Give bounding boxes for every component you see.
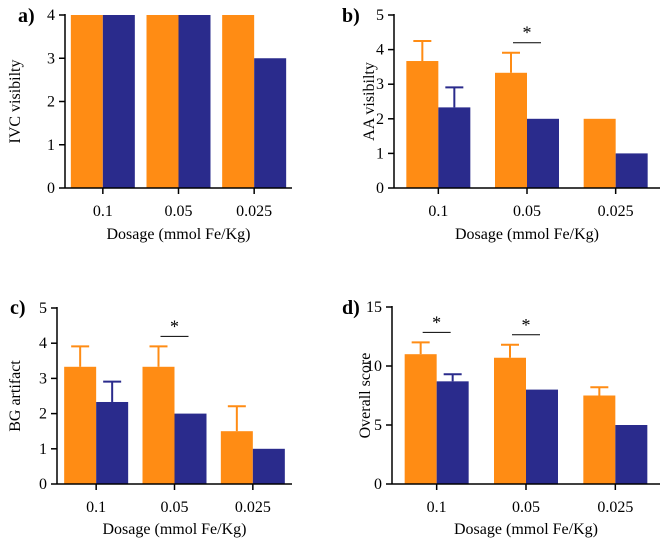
y-tick-label: 0 <box>47 180 55 197</box>
y-tick-label: 2 <box>376 111 384 128</box>
bar-series-b-0.1 <box>436 381 469 484</box>
bar-series-a-0.025 <box>583 395 616 484</box>
y-tick-label: 2 <box>39 406 47 423</box>
x-axis-label: Dosage (mmol Fe/Kg) <box>107 226 251 243</box>
panel-label: a) <box>18 5 35 27</box>
x-axis-label: Dosage (mmol Fe/Kg) <box>103 521 247 538</box>
bar-series-b-0.05 <box>527 118 559 188</box>
significance-star: * <box>523 23 532 43</box>
significance-star: * <box>432 312 441 332</box>
x-tick-label: 0.025 <box>597 499 633 516</box>
bar-series-b-0.025 <box>252 448 285 484</box>
bar-series-b-0.05 <box>526 389 558 484</box>
bar-series-b-0.025 <box>615 153 648 188</box>
bar-series-b-0.1 <box>96 401 129 484</box>
bar-series-b-0.1 <box>102 15 135 188</box>
panel-c: c) * 0 1 2 3 4 5 0.1 0.05 0.025 Dosage (mmol Fe/Kg)… <box>7 297 292 538</box>
bar-series-b-0.05 <box>178 15 211 188</box>
bar-series-b-0.025 <box>615 425 648 484</box>
y-tick-label: 0 <box>374 476 382 493</box>
y-tick-label: 15 <box>366 299 382 316</box>
y-tick-label: 1 <box>376 145 384 162</box>
y-tick-label: 0 <box>39 476 47 493</box>
x-tick-label: 0.05 <box>513 203 541 220</box>
bar-series-a-0.05 <box>142 366 175 484</box>
y-tick-label: 4 <box>39 335 47 352</box>
bar-series-a-0.025 <box>222 15 255 188</box>
y-axis-label: AA visibilty <box>361 62 378 141</box>
bar-series-a-0.1 <box>404 354 437 484</box>
y-tick-label: 5 <box>39 300 47 317</box>
x-tick-label: 0.1 <box>428 203 448 220</box>
y-tick-label: 5 <box>376 7 384 24</box>
bar-series-b-0.05 <box>174 413 207 484</box>
bar-series-b-0.025 <box>254 58 287 188</box>
significance-star: * <box>170 316 179 336</box>
significance-star: * <box>522 315 531 335</box>
x-tick-label: 0.025 <box>235 499 271 516</box>
y-tick-label: 3 <box>47 50 55 67</box>
bar-series-a-0.025 <box>583 118 616 188</box>
x-tick-label: 0.1 <box>427 499 447 516</box>
panel-b: b) * 0 1 2 3 4 5 0.1 0.05 0.025 Dosage (mmol Fe/Kg)… <box>342 5 660 243</box>
panel-a: a) 0 1 2 3 4 0.1 0.05 0.025 Dosage (mmol Fe/Kg) IV… <box>7 5 292 243</box>
x-tick-label: 0.025 <box>236 203 272 220</box>
bar-series-a-0.1 <box>64 366 97 484</box>
y-tick-label: 1 <box>39 441 47 458</box>
bar-series-b-0.1 <box>438 107 471 188</box>
bar-series-a-0.05 <box>146 15 179 188</box>
panel-d: d) * * 0 5 10 15 0.1 0.05 0.025 Dosage (mmol Fe/Kg… <box>342 297 660 538</box>
y-tick-label: 4 <box>47 7 55 24</box>
y-tick-label: 3 <box>39 370 47 387</box>
panel-label: b) <box>342 5 360 27</box>
bar-series-a-0.025 <box>220 431 253 484</box>
bar-series-a-0.1 <box>406 61 439 188</box>
y-axis-label: BG artifact <box>7 360 24 432</box>
x-axis-label: Dosage (mmol Fe/Kg) <box>454 521 598 538</box>
bar-series-a-0.05 <box>495 72 527 188</box>
bar-series-a-0.05 <box>494 357 526 484</box>
y-tick-label: 10 <box>366 358 382 375</box>
x-tick-label: 0.05 <box>165 203 193 220</box>
y-axis-label: IVC visibilty <box>7 59 24 143</box>
x-tick-label: 0.1 <box>86 499 106 516</box>
y-tick-label: 1 <box>47 137 55 154</box>
panel-label: d) <box>342 297 360 319</box>
y-tick-label: 2 <box>47 94 55 111</box>
x-tick-label: 0.05 <box>161 499 189 516</box>
y-tick-label: 0 <box>376 180 384 197</box>
y-axis-label: Overall score <box>357 353 374 439</box>
x-tick-label: 0.05 <box>512 499 540 516</box>
panel-label: c) <box>10 297 26 319</box>
bar-series-a-0.1 <box>70 15 103 188</box>
x-axis-label: Dosage (mmol Fe/Kg) <box>455 226 599 243</box>
x-tick-label: 0.025 <box>598 203 634 220</box>
y-tick-label: 3 <box>376 76 384 93</box>
y-tick-label: 4 <box>376 42 384 59</box>
y-tick-label: 5 <box>374 417 382 434</box>
x-tick-label: 0.1 <box>93 203 113 220</box>
